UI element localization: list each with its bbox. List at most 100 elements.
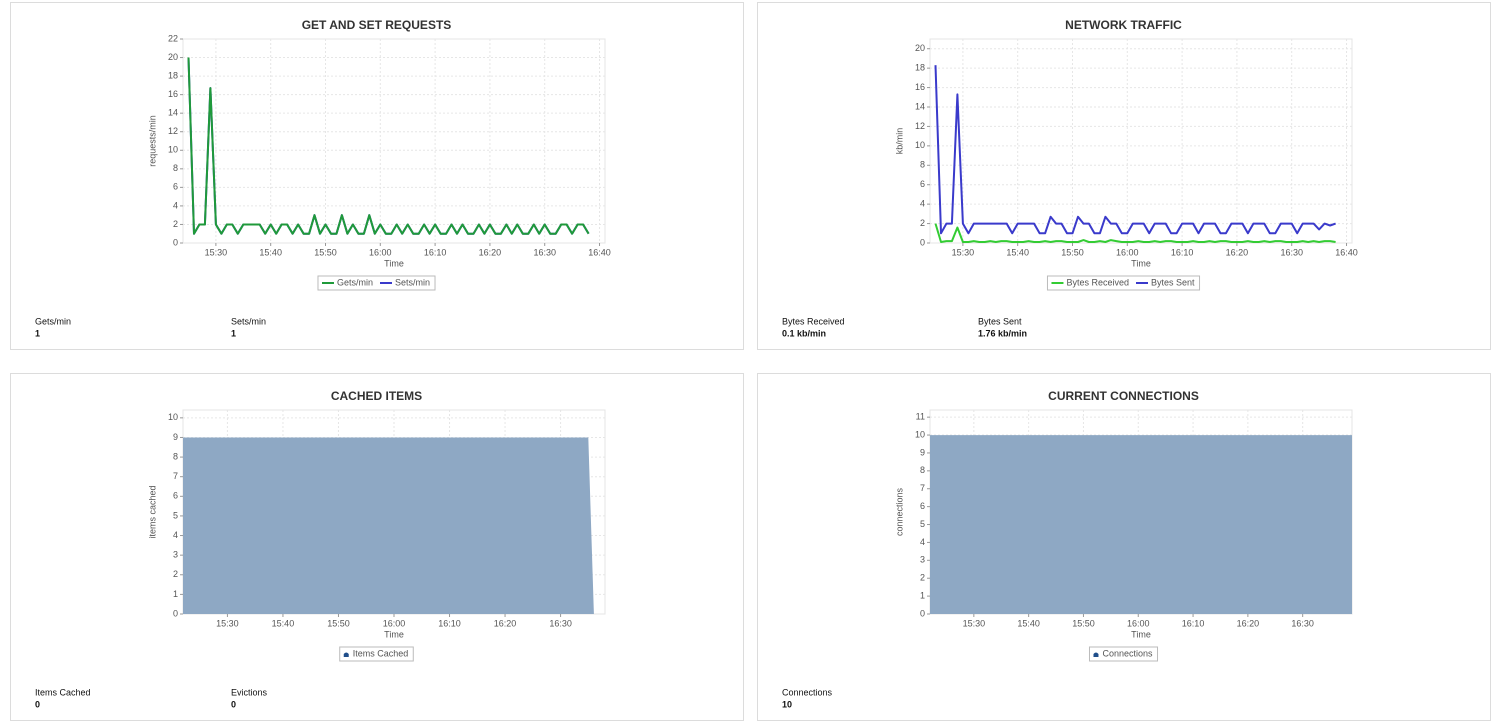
x-axis-label: Time (384, 258, 404, 268)
y-tick-label: 12 (168, 126, 178, 136)
y-tick-label: 2 (173, 569, 178, 579)
legend-box (339, 646, 414, 662)
x-tick-label: 15:30 (963, 618, 986, 628)
y-axis-label: connections (894, 487, 904, 536)
y-tick-label: 7 (173, 471, 178, 481)
y-tick-label: 6 (920, 501, 925, 511)
x-tick-label: 16:10 (424, 247, 447, 257)
x-axis-label: Time (1131, 258, 1151, 268)
y-tick-label: 3 (173, 550, 178, 560)
legend-label: Sets/min (395, 277, 430, 287)
legend-swatch (1093, 652, 1099, 657)
line (187, 57, 590, 235)
y-tick-label: 6 (920, 179, 925, 189)
x-tick-label: 16:10 (438, 618, 461, 628)
y-tick-label: 10 (915, 429, 925, 439)
y-tick-label: 0 (920, 237, 925, 247)
y-tick-label: 2 (920, 573, 925, 583)
stat-value: 10 (782, 699, 792, 709)
legend-label: Bytes Received (1066, 277, 1129, 287)
y-tick-label: 9 (920, 447, 925, 457)
y-axis-label: requests/min (147, 115, 157, 167)
x-tick-label: 15:30 (216, 618, 239, 628)
stat-value: 1.76 kb/min (978, 328, 1027, 338)
y-tick-label: 10 (168, 145, 178, 155)
x-tick-label: 15:50 (327, 618, 350, 628)
y-tick-label: 20 (168, 52, 178, 62)
legend: Items Cached (339, 646, 414, 662)
x-tick-label: 16:20 (1226, 247, 1249, 257)
stat-label: Bytes Sent (978, 316, 1022, 326)
legend: Bytes Received Bytes Sent (1046, 275, 1201, 291)
chart-title: NETWORK TRAFFIC (1065, 18, 1182, 32)
y-tick-label: 5 (173, 510, 178, 520)
y-tick-label: 1 (173, 589, 178, 599)
y-tick-label: 20 (915, 43, 925, 53)
legend-label: Connections (1102, 648, 1153, 658)
x-tick-label: 16:30 (533, 247, 556, 257)
y-tick-label: 14 (168, 108, 178, 118)
stat-value: 0 (35, 699, 40, 709)
y-tick-label: 4 (173, 200, 178, 210)
y-tick-label: 6 (173, 182, 178, 192)
plot-area (182, 38, 606, 244)
x-tick-label: 16:20 (479, 247, 502, 257)
legend-label: Bytes Sent (1151, 277, 1195, 287)
y-tick-label: 4 (173, 530, 178, 540)
y-tick-label: 10 (915, 140, 925, 150)
stat-label: Bytes Received (782, 316, 845, 326)
stat-value: 0 (231, 699, 236, 709)
x-tick-label: 16:00 (383, 618, 406, 628)
y-tick-label: 18 (915, 63, 925, 73)
x-tick-label: 16:40 (588, 247, 611, 257)
legend-label: Items Cached (353, 648, 409, 658)
y-tick-label: 16 (168, 89, 178, 99)
x-tick-label: 15:30 (952, 247, 975, 257)
y-tick-label: 8 (920, 160, 925, 170)
x-tick-label: 16:30 (549, 618, 572, 628)
y-tick-label: 4 (920, 199, 925, 209)
chart-title: CURRENT CONNECTIONS (1048, 389, 1199, 403)
x-tick-label: 15:40 (259, 247, 282, 257)
legend-box (1088, 646, 1159, 662)
y-tick-label: 8 (173, 451, 178, 461)
x-tick-label: 16:30 (1280, 247, 1303, 257)
x-tick-label: 16:20 (1237, 618, 1260, 628)
y-tick-label: 16 (915, 82, 925, 92)
x-tick-label: 15:40 (1017, 618, 1040, 628)
x-tick-label: 15:50 (314, 247, 337, 257)
y-axis-label: items cached (147, 485, 157, 538)
stat-value: 1 (35, 328, 40, 338)
y-tick-label: 6 (173, 491, 178, 501)
x-tick-label: 16:30 (1291, 618, 1314, 628)
stat-label: Sets/min (231, 316, 266, 326)
area (930, 435, 1352, 614)
stat-value: 1 (231, 328, 236, 338)
y-tick-label: 14 (915, 101, 925, 111)
legend: Gets/min Sets/min (317, 275, 436, 291)
plot-area (929, 38, 1353, 244)
y-tick-label: 4 (920, 537, 925, 547)
y-tick-label: 11 (916, 412, 925, 422)
stat-label: Connections (782, 687, 833, 697)
y-tick-label: 2 (173, 219, 178, 229)
y-tick-label: 0 (173, 608, 178, 618)
y-tick-label: 9 (173, 432, 178, 442)
x-tick-label: 16:00 (369, 247, 392, 257)
y-tick-label: 12 (915, 121, 925, 131)
area (183, 437, 594, 614)
y-tick-label: 18 (168, 70, 178, 80)
x-tick-label: 16:40 (1335, 247, 1358, 257)
y-tick-label: 0 (173, 237, 178, 247)
x-tick-label: 15:30 (205, 247, 228, 257)
y-tick-label: 8 (920, 465, 925, 475)
stat-label: Items Cached (35, 687, 91, 697)
legend-swatch (343, 652, 349, 657)
x-tick-label: 16:10 (1171, 247, 1194, 257)
x-axis-label: Time (1131, 629, 1151, 639)
line (934, 223, 1336, 243)
legend-box (317, 275, 436, 291)
x-tick-label: 15:50 (1072, 618, 1095, 628)
